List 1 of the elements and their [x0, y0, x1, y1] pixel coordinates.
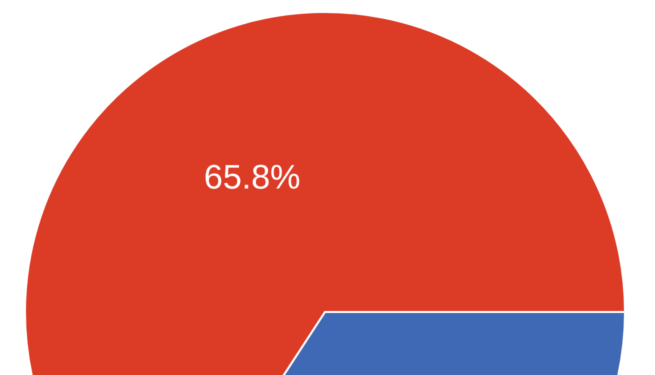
data-label: 65.8% — [204, 158, 300, 196]
